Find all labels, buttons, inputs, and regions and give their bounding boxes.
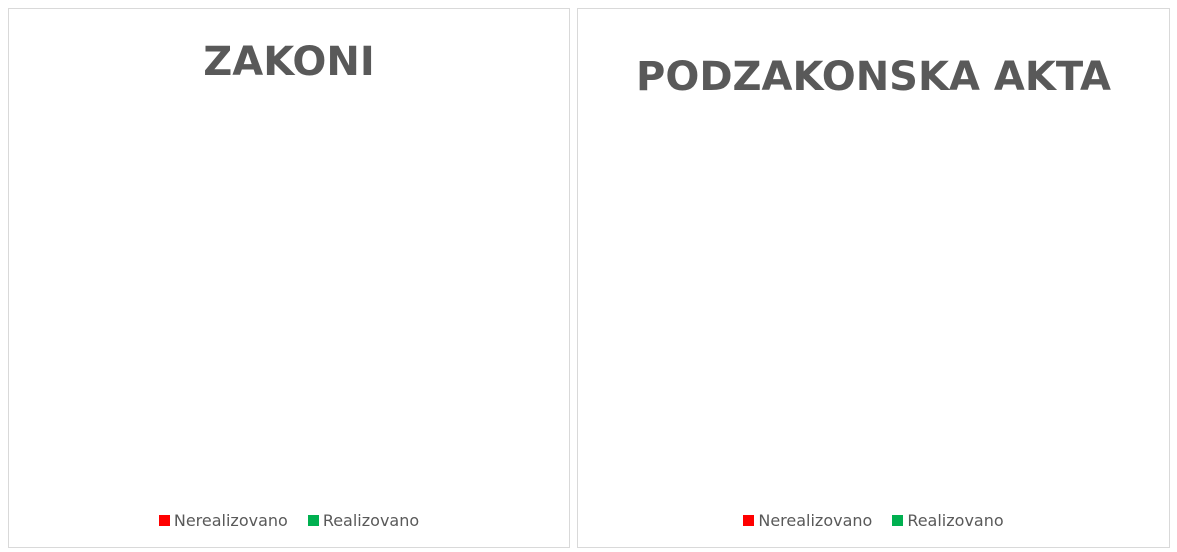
legend-item: Nerealizovano xyxy=(743,511,872,530)
data-label: Nerealizovano 3 37% xyxy=(337,207,433,311)
label-percent: 63% xyxy=(173,367,213,387)
label-value: 3 xyxy=(379,262,391,282)
legend: Nerealizovano Realizovano xyxy=(9,511,569,530)
legend-label: Realizovano xyxy=(907,511,1004,530)
legend-label: Nerealizovano xyxy=(173,511,288,530)
label-value: 8 xyxy=(958,235,970,255)
chart-title: ZAKONI xyxy=(203,39,375,85)
label-percent: 28% xyxy=(944,261,983,281)
legend-label: Realizovano xyxy=(322,511,420,530)
label-value: 21 xyxy=(795,368,818,388)
label-category: Nerealizovano xyxy=(337,210,433,256)
chart-title: PODZAKONSKA AKTA xyxy=(636,54,1111,100)
legend-swatch xyxy=(158,515,170,526)
legend-item: Nerealizovano xyxy=(158,511,288,530)
legend-swatch xyxy=(892,515,904,526)
chart-panel: PODZAKONSKA AKTA Nerealizovano Realizovano xyxy=(577,8,1170,548)
legend-swatch xyxy=(743,515,755,526)
label-category: Nerealizovano xyxy=(915,183,1012,229)
legend-label: Nerealizovano xyxy=(758,511,873,530)
chart-panel: ZAKONI Nerealizovano Realizovano xyxy=(8,8,570,548)
label-category: Realizovano xyxy=(763,316,850,362)
legend: Nerealizovano Realizovano xyxy=(578,511,1169,530)
label-percent: 72% xyxy=(787,394,826,414)
label-percent: 37% xyxy=(365,288,405,308)
legend-item: Realizovano xyxy=(307,511,420,530)
legend-swatch xyxy=(307,515,319,526)
data-label: Realizovano 5 63% xyxy=(145,287,241,391)
data-label: Nerealizovano 8 28% xyxy=(916,180,1012,284)
label-value: 5 xyxy=(187,341,199,361)
legend-item: Realizovano xyxy=(892,511,1004,530)
data-label: Realizovano 21 72% xyxy=(758,314,854,418)
label-category: Realizovano xyxy=(149,289,237,335)
